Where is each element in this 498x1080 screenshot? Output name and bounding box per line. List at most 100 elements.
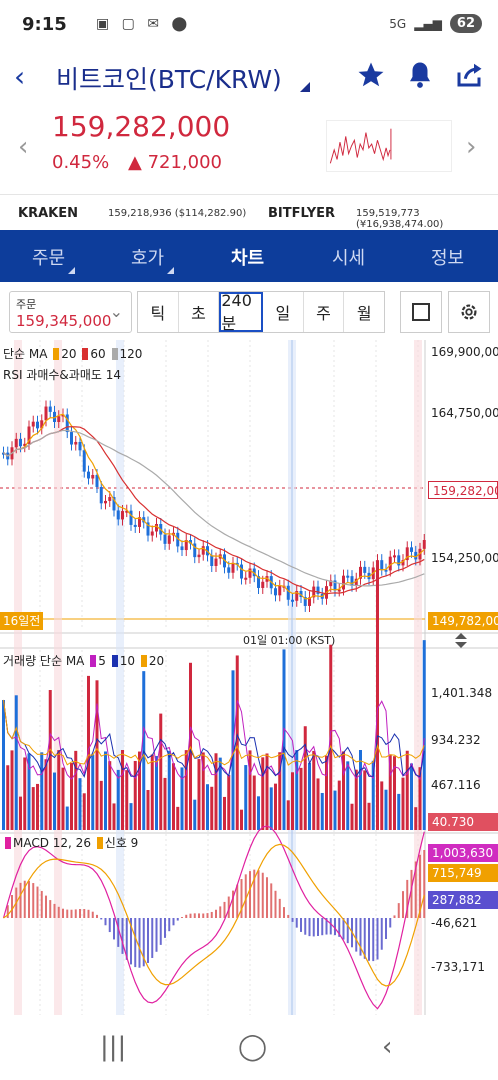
volume-bar: [295, 750, 299, 830]
order-price-select[interactable]: 주문 159,345,000 ⌄: [9, 291, 132, 333]
gear-icon: [461, 304, 477, 320]
resize-handle-icon[interactable]: [453, 632, 469, 648]
prev-coin-icon[interactable]: ‹: [18, 132, 29, 162]
back-nav-icon[interactable]: ‹: [382, 1032, 393, 1062]
volume-bar: [206, 784, 209, 830]
candle-body: [65, 414, 69, 433]
volume-bar: [320, 792, 324, 830]
star-icon[interactable]: [356, 60, 386, 90]
macd-legend[interactable]: MACD 12, 26 신호 9: [3, 834, 138, 851]
low-price-badge: 149,782,000: [428, 612, 498, 630]
current-price-badge: 159,282,000: [428, 481, 498, 499]
interval-selector: 틱 초 240분 일 주 월: [137, 291, 385, 333]
interval-240min[interactable]: 240분: [219, 291, 264, 333]
volume-bar: [163, 777, 167, 830]
candle-body: [36, 421, 39, 429]
volume-ma-legend[interactable]: 거래량 단순 MA 5 10 20: [3, 654, 165, 668]
chart-settings-button[interactable]: [448, 291, 490, 333]
volume-bar: [108, 761, 112, 830]
title-dropdown-icon[interactable]: [300, 82, 310, 92]
volume-bar: [252, 775, 256, 830]
volume-bar: [23, 757, 27, 830]
highlight-band: [54, 340, 62, 1015]
volume-bar: [261, 757, 265, 830]
tab-market-price[interactable]: 시세: [332, 248, 366, 269]
bell-icon[interactable]: [405, 60, 435, 90]
drawing-box-button[interactable]: [400, 291, 442, 333]
tab-chart[interactable]: 차트: [231, 248, 265, 269]
exchange-bitflyer-value: 159,519,773 (¥16,938,474.00): [356, 208, 444, 230]
price-ma-legend[interactable]: 단순 MA 20 60 120: [3, 347, 143, 361]
candle-body: [48, 406, 52, 412]
volume-bar: [87, 675, 90, 830]
candle-body: [150, 531, 154, 536]
volume-bar: [388, 754, 392, 830]
tab-info[interactable]: 정보: [431, 248, 465, 269]
volume-bar: [167, 750, 171, 830]
volume-bar: [367, 802, 371, 830]
price-y-label: 154,250,000: [431, 551, 498, 565]
candle-body: [410, 547, 413, 552]
volume-y-label: 934.232: [431, 733, 481, 747]
exchange-kraken-name: KRAKEN: [18, 206, 78, 221]
candle-body: [405, 547, 409, 561]
volume-bar: [248, 750, 252, 830]
volume-bar: [116, 769, 120, 830]
macd-y-label: -733,171: [431, 960, 485, 974]
rsi-legend[interactable]: RSI 과매수&과매도 14: [3, 368, 121, 382]
share-icon[interactable]: [454, 60, 484, 90]
volume-bar: [53, 772, 56, 830]
divider: [0, 194, 498, 195]
price-sparkline: [326, 120, 452, 172]
candle-body: [363, 566, 367, 573]
next-coin-icon[interactable]: ›: [466, 132, 477, 162]
volume-bar: [329, 644, 333, 830]
candle-body: [14, 438, 18, 448]
candle-body: [108, 497, 112, 501]
volume-bar: [112, 803, 116, 830]
volume-bar: [359, 750, 362, 830]
candle-body: [78, 441, 82, 451]
candle-body: [53, 411, 56, 422]
coin-title[interactable]: 비트코인(BTC/KRW): [56, 65, 282, 94]
candle-body: [299, 591, 303, 598]
tab-order[interactable]: 주문: [32, 244, 76, 274]
volume-bar: [333, 790, 337, 830]
volume-bar: [325, 755, 328, 830]
volume-bar: [44, 759, 48, 830]
recent-apps-icon[interactable]: |||: [100, 1032, 127, 1062]
signal-icon: ▂▄▆: [414, 16, 442, 31]
volume-bar: [397, 793, 401, 830]
interval-tick[interactable]: 틱: [138, 292, 179, 332]
candle-body: [346, 575, 350, 578]
volume-bar: [150, 754, 154, 830]
histogram-badge: 287,882: [428, 891, 498, 909]
volume-bar: [201, 752, 205, 830]
chart-canvas[interactable]: [0, 340, 498, 1015]
volume-bar: [40, 752, 44, 830]
home-icon[interactable]: ◯: [238, 1032, 268, 1062]
candle-body: [308, 597, 311, 606]
change-percent: 0.45%: [52, 152, 110, 173]
volume-bar: [70, 763, 73, 830]
volume-bar: [405, 750, 409, 830]
volume-bar: [82, 793, 86, 830]
volume-bar: [6, 765, 10, 830]
candle-body: [44, 406, 48, 421]
interval-day[interactable]: 일: [263, 292, 304, 332]
candle-body: [414, 551, 418, 560]
interval-week[interactable]: 주: [304, 292, 345, 332]
candle-body: [257, 576, 260, 588]
interval-month[interactable]: 월: [356, 304, 372, 323]
interval-second[interactable]: 초: [179, 292, 220, 332]
status-time: 9:15: [22, 14, 67, 35]
candle-body: [278, 585, 282, 596]
volume-bar: [393, 756, 396, 830]
candle-body: [342, 575, 345, 590]
volume-bar: [376, 561, 379, 830]
tab-orderbook[interactable]: 호가: [131, 244, 175, 274]
volume-bar: [312, 750, 316, 830]
volume-bar: [223, 796, 226, 830]
back-icon[interactable]: ‹: [14, 60, 26, 93]
candle-body: [265, 576, 269, 582]
